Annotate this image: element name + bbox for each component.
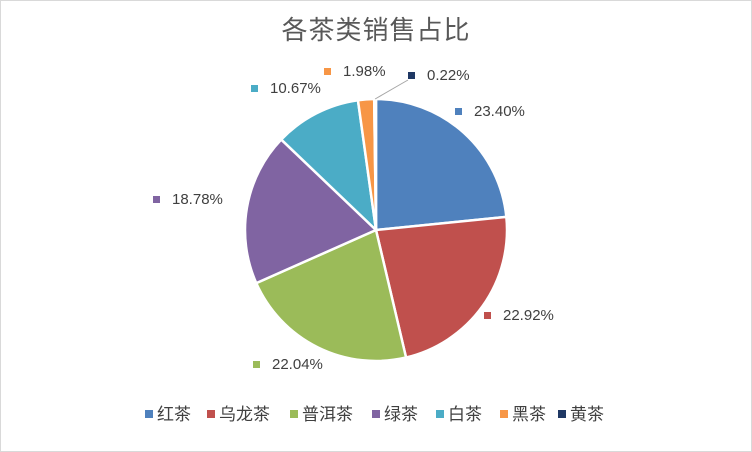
pie-slice-5 [280,99,378,232]
legend-label-4: 绿茶 [384,405,418,425]
legend-swatch-2 [207,410,215,418]
legend-swatch-3 [290,410,298,418]
data-label-marker-6 [324,68,331,75]
chart-title: 各茶类销售占比 [281,16,471,46]
data-label-6: 1.98% [343,63,386,80]
pie-slice-1 [374,97,508,232]
data-label-7: 0.22% [427,67,470,84]
legend-label-2: 乌龙茶 [219,405,270,425]
legend-label-7: 黄茶 [570,405,604,425]
data-label-marker-1 [455,108,462,115]
legend-label-1: 红茶 [157,405,191,425]
data-label-marker-4 [153,196,160,203]
pie-slice-4 [243,138,378,285]
legend-label-3: 普洱茶 [302,405,353,425]
data-label-2: 22.92% [503,307,554,324]
pie-slice-2 [374,215,509,359]
data-label-marker-7 [408,72,415,79]
data-label-3: 22.04% [272,356,323,373]
legend-swatch-7 [558,410,566,418]
legend-swatch-6 [500,410,508,418]
legend-label-6: 黑茶 [512,405,546,425]
legend-label-5: 白茶 [448,405,482,425]
pie-slice-3 [255,228,408,363]
data-label-1: 23.40% [474,103,525,120]
leader-line [374,79,409,100]
data-label-marker-3 [253,361,260,368]
legend-swatch-5 [436,410,444,418]
data-label-marker-2 [484,312,491,319]
legend-swatch-1 [145,410,153,418]
data-label-5: 10.67% [270,80,321,97]
data-label-4: 18.78% [172,191,223,208]
legend-swatch-4 [372,410,380,418]
data-label-marker-5 [251,85,258,92]
